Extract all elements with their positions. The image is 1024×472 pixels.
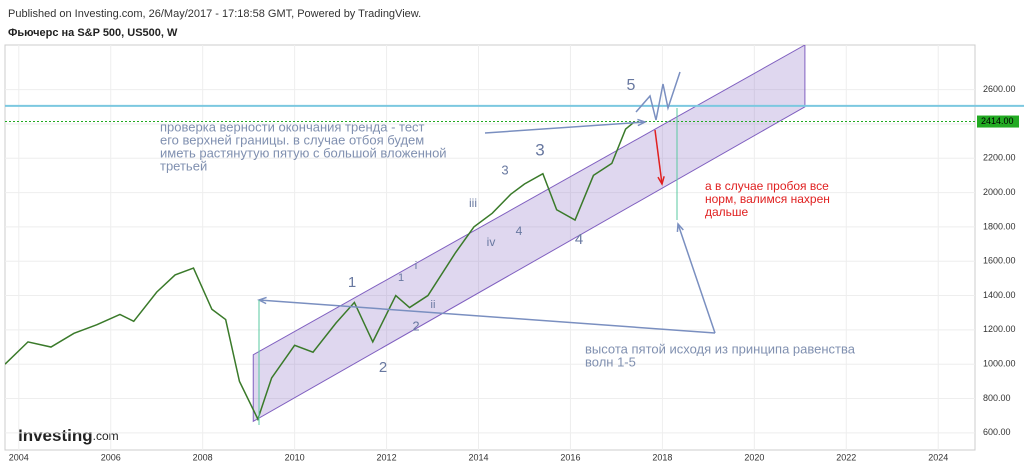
y-tick-label: 1600.00: [983, 256, 1016, 266]
x-tick-label: 2010: [285, 452, 305, 462]
last-price-box: [977, 115, 1019, 128]
header: Published on Investing.com, 26/May/2017 …: [8, 8, 421, 20]
x-tick-label: 2016: [560, 452, 580, 462]
wave-label: iv: [487, 235, 496, 249]
x-tick-label: 2022: [836, 452, 856, 462]
wave-label: ii: [431, 299, 436, 311]
y-tick-label: 1400.00: [983, 290, 1016, 300]
arrow-head: [676, 222, 684, 233]
wave-label: 4: [516, 224, 523, 238]
plot-layer: [5, 45, 975, 450]
note: его верхней границы. в случае отбоя буде…: [160, 132, 424, 147]
wave-label: 1: [348, 274, 356, 291]
x-tick-label: 2008: [193, 452, 213, 462]
y-tick-label: 2200.00: [983, 153, 1016, 163]
logo-main: Investing: [18, 426, 93, 445]
x-tick-label: 2014: [468, 452, 488, 462]
wave-label: 5: [627, 77, 636, 94]
note: иметь растянутую пятую с большой вложенн…: [160, 145, 447, 160]
wave-label: 3: [501, 162, 508, 177]
x-tick-label: 2006: [101, 452, 121, 462]
wave-path: [635, 71, 681, 121]
y-tick-label: 2600.00: [983, 84, 1016, 94]
arrow: [677, 223, 716, 334]
arrow-head: [657, 176, 665, 186]
wave-label: 1: [398, 272, 404, 284]
arrow-head: [637, 118, 647, 127]
arrow: [258, 299, 716, 334]
last-price-label: 2414.00: [981, 116, 1014, 126]
arrow: [654, 129, 663, 185]
wave-label: 2: [412, 318, 419, 333]
note: волн 1-5: [585, 354, 636, 369]
wave-label: 2: [379, 359, 387, 376]
y-tick-label: 1000.00: [983, 359, 1016, 369]
y-tick-label: 600.00: [983, 427, 1011, 437]
x-tick-label: 2018: [652, 452, 672, 462]
wave-label: iii: [469, 196, 477, 210]
chart-title: Фьючерс на S&P 500, US500, W: [8, 27, 178, 39]
note: дальше: [705, 205, 749, 219]
x-tick-label: 2024: [928, 452, 948, 462]
arrow: [484, 121, 646, 134]
x-tick-label: 2012: [377, 452, 397, 462]
channel: [252, 45, 806, 423]
wave-label: i: [415, 260, 417, 272]
note: проверка верности окончания тренда - тес…: [160, 119, 425, 134]
x-tick-label: 2004: [9, 452, 29, 462]
price-line: [5, 120, 636, 422]
logo: Investing.com: [18, 426, 119, 445]
x-tick-label: 2020: [744, 452, 764, 462]
note: норм, валимся нахрен: [705, 192, 830, 206]
plot-frame: [4, 44, 976, 451]
wave-label: 3: [535, 140, 544, 159]
y-tick-label: 1800.00: [983, 221, 1016, 231]
y-tick-label: 800.00: [983, 393, 1011, 403]
y-tick-label: 2000.00: [983, 187, 1016, 197]
logo-suffix: .com: [93, 429, 119, 443]
y-tick-label: 1200.00: [983, 324, 1016, 334]
note: высота пятой исходя из принципа равенств…: [585, 341, 856, 356]
note: третьей: [160, 158, 207, 173]
note: а в случае пробоя все: [705, 179, 829, 193]
wave-label: 4: [575, 231, 583, 248]
